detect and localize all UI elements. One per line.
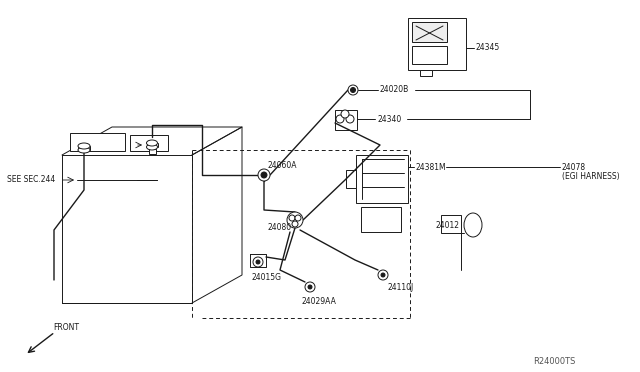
- Circle shape: [348, 85, 358, 95]
- Circle shape: [305, 282, 315, 292]
- Text: 24060A: 24060A: [267, 160, 296, 170]
- Bar: [149, 149, 156, 154]
- Bar: [412, 22, 447, 42]
- Bar: [130, 135, 168, 151]
- Bar: [356, 155, 408, 203]
- Bar: [70, 133, 125, 151]
- Text: 24345: 24345: [476, 44, 500, 52]
- Text: 24012: 24012: [435, 221, 459, 230]
- Bar: [441, 215, 461, 233]
- Text: FRONT: FRONT: [53, 323, 79, 331]
- Circle shape: [308, 285, 312, 289]
- Text: 24381M: 24381M: [416, 163, 447, 171]
- Bar: [420, 70, 432, 76]
- Ellipse shape: [78, 147, 90, 153]
- Text: SEE SEC.244: SEE SEC.244: [7, 176, 55, 185]
- Text: 24078: 24078: [562, 163, 586, 171]
- Circle shape: [336, 115, 344, 123]
- Ellipse shape: [464, 213, 482, 237]
- Ellipse shape: [147, 144, 157, 150]
- Circle shape: [295, 215, 301, 221]
- Circle shape: [287, 212, 303, 228]
- Circle shape: [381, 273, 385, 277]
- Circle shape: [256, 260, 260, 264]
- Bar: [412, 46, 447, 64]
- Circle shape: [261, 172, 267, 178]
- Bar: [335, 110, 357, 130]
- Text: 24015G: 24015G: [252, 273, 282, 282]
- Text: R24000TS: R24000TS: [532, 357, 575, 366]
- Bar: [361, 207, 401, 232]
- Circle shape: [346, 115, 354, 123]
- Circle shape: [289, 215, 295, 221]
- Circle shape: [341, 110, 349, 118]
- Circle shape: [253, 257, 263, 267]
- Ellipse shape: [147, 140, 157, 146]
- Circle shape: [258, 169, 270, 181]
- Circle shape: [292, 221, 298, 227]
- Text: (EGI HARNESS): (EGI HARNESS): [562, 173, 620, 182]
- Text: 24340: 24340: [377, 115, 401, 124]
- Text: 24110J: 24110J: [388, 282, 414, 292]
- Bar: [408, 18, 466, 70]
- Ellipse shape: [78, 143, 90, 149]
- Circle shape: [378, 270, 388, 280]
- Text: 24080: 24080: [267, 224, 291, 232]
- Circle shape: [351, 87, 355, 93]
- Text: 24029AA: 24029AA: [302, 296, 337, 305]
- Text: 24020B: 24020B: [380, 86, 409, 94]
- Bar: [346, 170, 356, 188]
